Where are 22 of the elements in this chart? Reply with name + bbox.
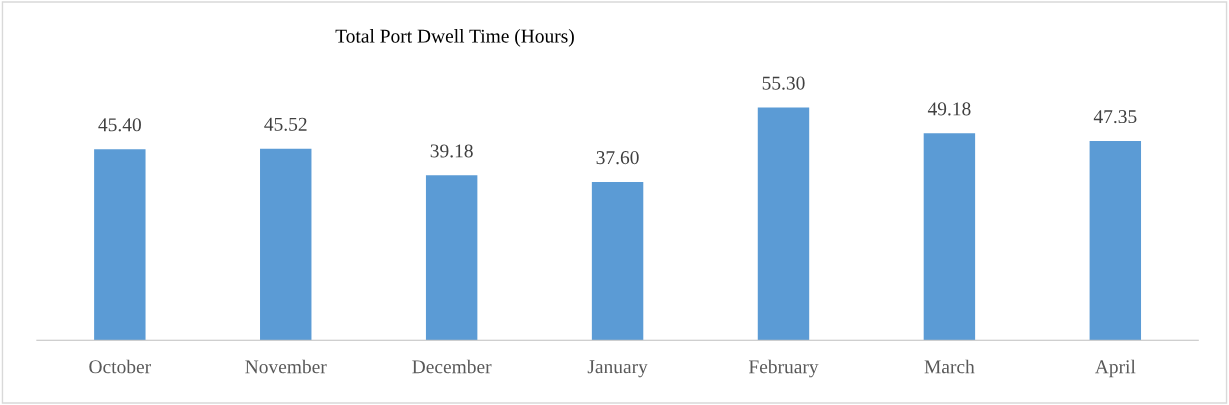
data-label: 45.40 bbox=[98, 118, 141, 132]
bar bbox=[425, 175, 478, 341]
data-label: 45.52 bbox=[264, 117, 307, 131]
data-label: 39.18 bbox=[430, 144, 473, 158]
x-tick-label: November bbox=[245, 359, 327, 374]
bar bbox=[591, 181, 644, 341]
bar bbox=[94, 149, 146, 341]
data-label: 49.18 bbox=[927, 102, 971, 116]
bar bbox=[1089, 140, 1142, 341]
data-label: 47.35 bbox=[1093, 110, 1137, 124]
data-label: 37.60 bbox=[596, 151, 639, 165]
bar bbox=[923, 133, 976, 341]
x-tick-label: April bbox=[1094, 359, 1136, 378]
x-tick-label: December bbox=[412, 359, 492, 374]
bar bbox=[757, 107, 810, 341]
x-tick-label: February bbox=[748, 359, 819, 378]
bar bbox=[260, 148, 312, 341]
data-label: 55.30 bbox=[762, 76, 805, 90]
x-tick-label: March bbox=[924, 359, 975, 374]
x-tick-label: October bbox=[89, 359, 151, 374]
x-tick-label: January bbox=[587, 360, 648, 378]
chart-title: Total Port Dwell Time (Hours) bbox=[335, 29, 574, 47]
